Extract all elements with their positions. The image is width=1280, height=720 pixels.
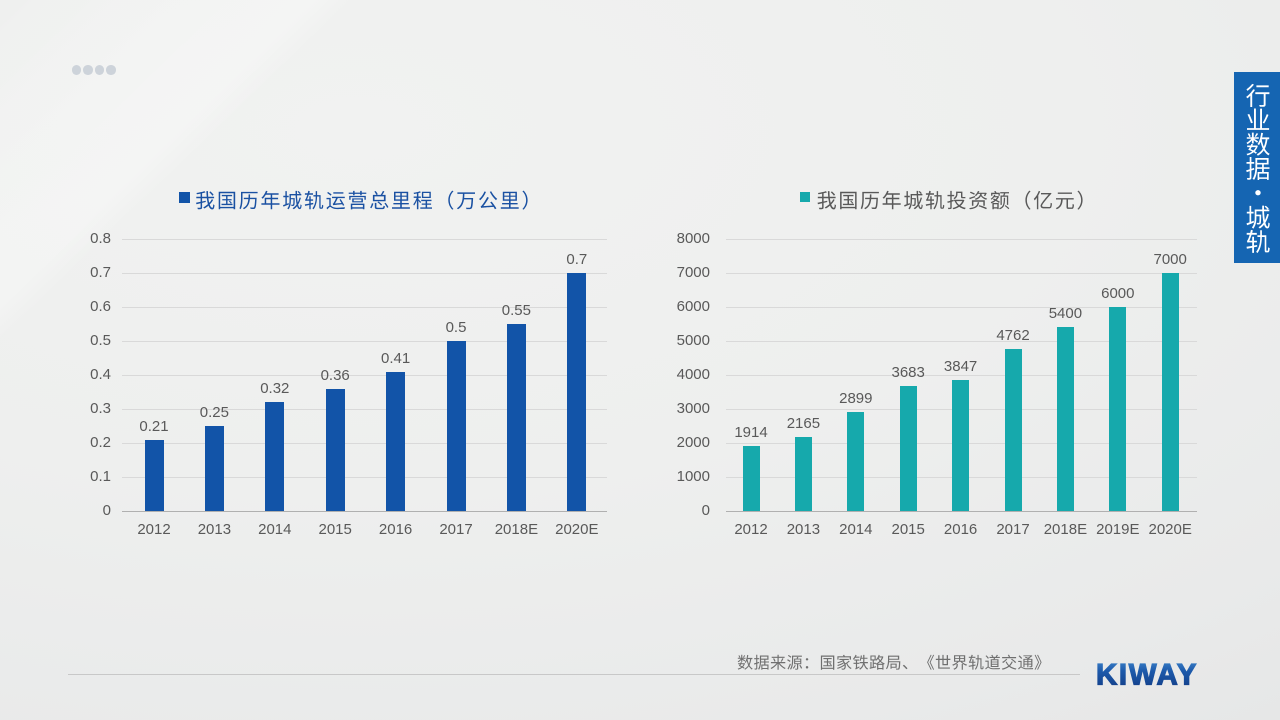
svg-text:KIWAY: KIWAY	[1096, 658, 1198, 691]
